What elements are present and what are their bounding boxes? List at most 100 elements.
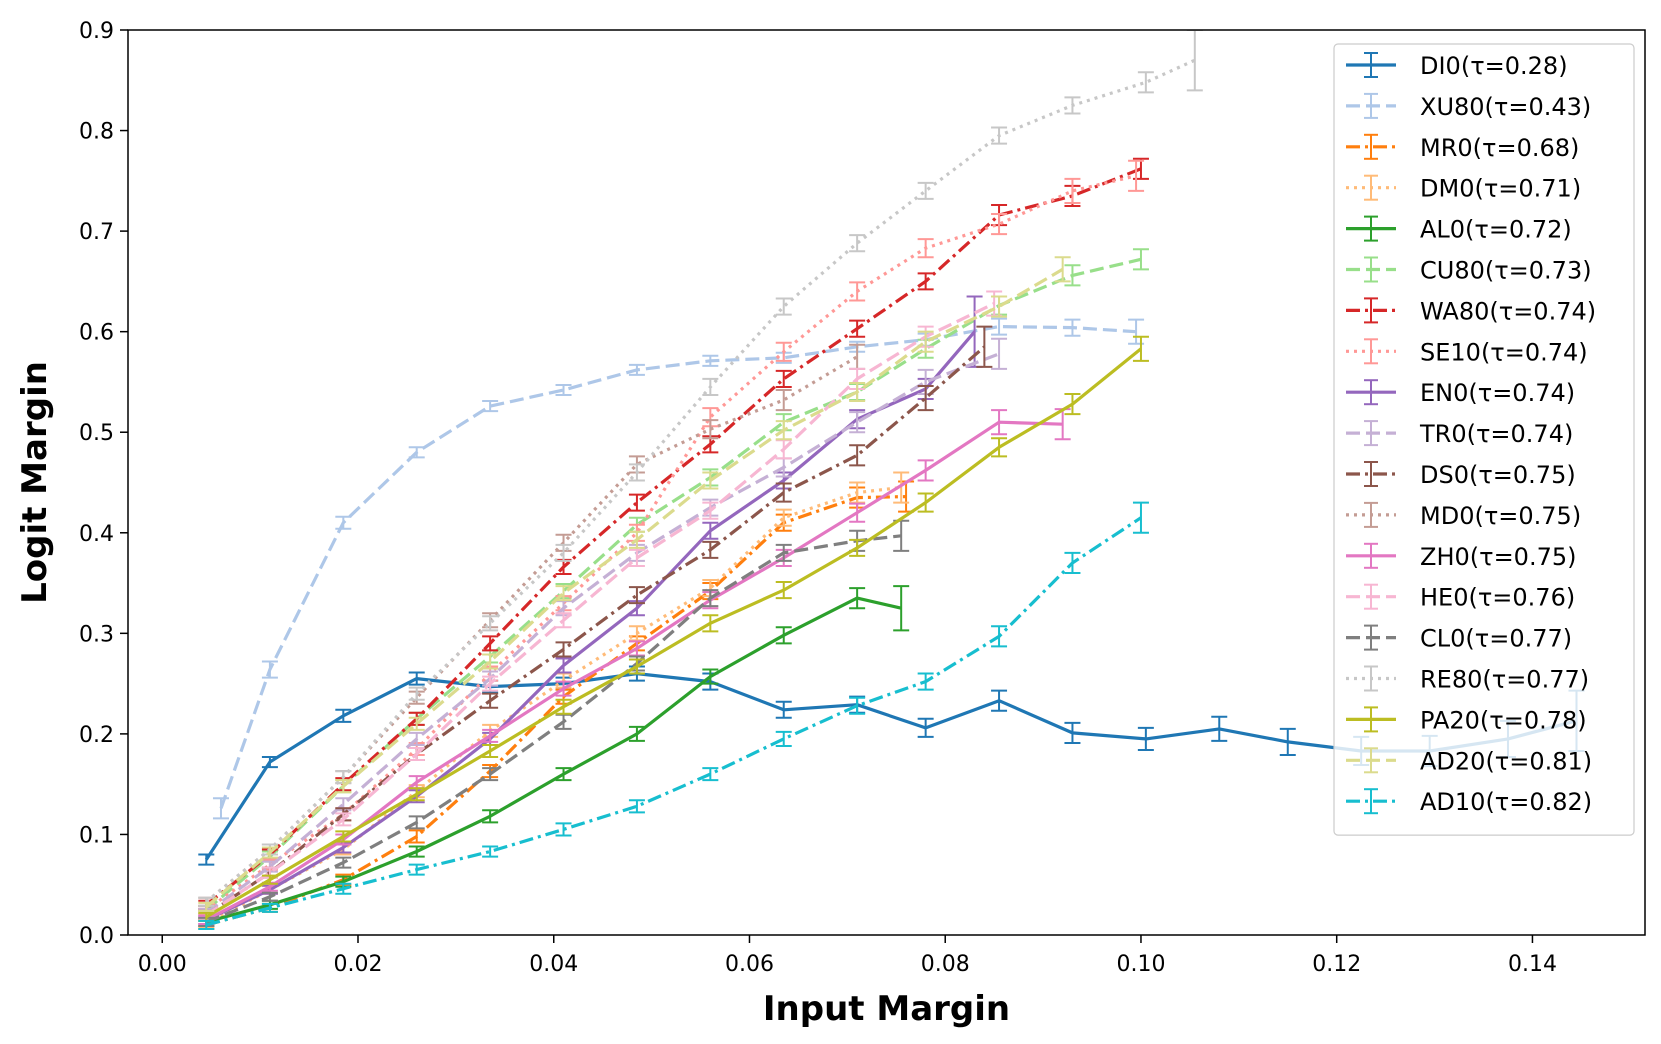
error-bar bbox=[991, 437, 1008, 458]
error-bar bbox=[261, 902, 278, 913]
legend: DI0(τ=0.28) XU80(τ=0.43) MR0(τ=0.68) DM0(τ=… bbox=[1333, 43, 1635, 836]
error-bar bbox=[1211, 715, 1228, 742]
legend-label: DI0(τ=0.28) bbox=[1420, 52, 1568, 80]
error-bar bbox=[408, 716, 425, 731]
error-bar bbox=[702, 471, 719, 490]
y-tick-label: 0.6 bbox=[79, 321, 114, 346]
series-layer bbox=[198, 30, 1585, 930]
error-bar bbox=[555, 680, 572, 697]
error-bar bbox=[408, 829, 425, 844]
legend-entry: XU80(τ=0.43) bbox=[1346, 92, 1591, 121]
error-bar bbox=[555, 698, 572, 715]
legend-label: DS0(τ=0.75) bbox=[1420, 461, 1576, 489]
error-bar bbox=[198, 919, 215, 930]
x-axis-title: Input Margin bbox=[763, 989, 1010, 1029]
error-bar bbox=[849, 587, 866, 610]
legend-entry: AL0(τ=0.72) bbox=[1346, 215, 1572, 244]
error-bar bbox=[775, 626, 792, 645]
error-bar bbox=[849, 696, 866, 715]
error-bar bbox=[335, 812, 352, 827]
error-bar bbox=[1064, 551, 1081, 574]
legend-label: MD0(τ=0.75) bbox=[1420, 502, 1581, 530]
error-bar bbox=[408, 815, 425, 830]
x-tick-label: 0.14 bbox=[1508, 952, 1557, 977]
series-10 bbox=[198, 325, 993, 920]
legend-entry: CL0(τ=0.77) bbox=[1346, 624, 1572, 653]
error-bar bbox=[555, 641, 572, 658]
error-bar bbox=[991, 213, 1008, 236]
error-bar bbox=[976, 325, 993, 368]
series-line bbox=[205, 302, 995, 917]
error-bar bbox=[849, 281, 866, 302]
error-bar bbox=[702, 354, 719, 367]
error-bar bbox=[261, 756, 278, 769]
series-line bbox=[205, 352, 1000, 915]
series-18 bbox=[198, 501, 1149, 930]
error-bar bbox=[991, 295, 1008, 318]
error-bar bbox=[1186, 30, 1203, 92]
error-bar bbox=[212, 797, 229, 820]
legend-label: RE80(τ=0.77) bbox=[1420, 666, 1589, 694]
error-bar bbox=[628, 799, 645, 814]
error-bar bbox=[849, 234, 866, 253]
error-bar bbox=[628, 530, 645, 549]
error-bar bbox=[917, 330, 934, 353]
error-bar bbox=[482, 653, 499, 670]
error-bar bbox=[775, 369, 792, 388]
error-bar bbox=[775, 439, 792, 460]
error-bar bbox=[849, 319, 866, 338]
y-tick-label: 0.2 bbox=[79, 723, 114, 748]
x-tick-label: 0.12 bbox=[1312, 952, 1361, 977]
legend-entry: HE0(τ=0.76) bbox=[1346, 583, 1575, 612]
x-tick-label: 0.08 bbox=[921, 952, 970, 977]
error-bar bbox=[849, 481, 866, 504]
error-bar bbox=[408, 731, 425, 746]
error-bar bbox=[1064, 264, 1081, 287]
error-bar bbox=[335, 708, 352, 723]
error-bar bbox=[1064, 721, 1081, 744]
error-bar bbox=[991, 625, 1008, 648]
error-bar bbox=[991, 409, 1008, 436]
error-bar bbox=[1064, 318, 1081, 337]
series-line bbox=[205, 596, 902, 924]
x-tick-label: 0.02 bbox=[334, 952, 383, 977]
x-tick-label: 0.00 bbox=[138, 952, 187, 977]
legend-label: MR0(τ=0.68) bbox=[1420, 134, 1579, 162]
error-bar bbox=[849, 444, 866, 467]
error-bar bbox=[335, 830, 352, 843]
error-bar bbox=[702, 521, 719, 540]
error-bar bbox=[775, 700, 792, 719]
legend-entry: RE80(τ=0.77) bbox=[1346, 665, 1589, 694]
legend-entry: CU80(τ=0.73) bbox=[1346, 256, 1592, 285]
error-bar bbox=[1137, 71, 1154, 94]
error-bar bbox=[555, 657, 572, 674]
error-bar bbox=[628, 493, 645, 512]
legend-entry: DI0(τ=0.28) bbox=[1346, 52, 1568, 80]
legend-label: DM0(τ=0.71) bbox=[1420, 175, 1581, 203]
error-bar bbox=[1128, 159, 1145, 192]
error-bar bbox=[702, 767, 719, 782]
legend-label: PA20(τ=0.78) bbox=[1420, 706, 1587, 734]
series-16 bbox=[198, 335, 1149, 922]
error-bar bbox=[335, 779, 352, 794]
error-bar bbox=[991, 689, 1008, 712]
error-bar bbox=[917, 181, 934, 200]
error-bar bbox=[555, 713, 572, 730]
error-bar bbox=[628, 625, 645, 642]
error-bar bbox=[917, 384, 934, 412]
y-tick-label: 0.4 bbox=[79, 522, 114, 547]
error-bar bbox=[408, 746, 425, 762]
error-bar bbox=[775, 482, 792, 503]
x-axis: 0.00 0.02 0.04 0.06 0.08 0.10 0.12 0.14 bbox=[138, 935, 1557, 977]
error-bar bbox=[702, 501, 719, 520]
error-bar bbox=[991, 317, 1008, 336]
error-bar bbox=[917, 492, 934, 513]
legend-label: TR0(τ=0.74) bbox=[1419, 420, 1573, 448]
error-bar bbox=[1132, 248, 1149, 271]
legend-box bbox=[1333, 43, 1635, 836]
error-bar bbox=[482, 692, 499, 709]
legend-label: AL0(τ=0.72) bbox=[1420, 216, 1572, 244]
y-tick-label: 0.3 bbox=[79, 622, 114, 647]
error-bar bbox=[198, 901, 215, 912]
legend-entry: SE10(τ=0.74) bbox=[1346, 338, 1588, 366]
